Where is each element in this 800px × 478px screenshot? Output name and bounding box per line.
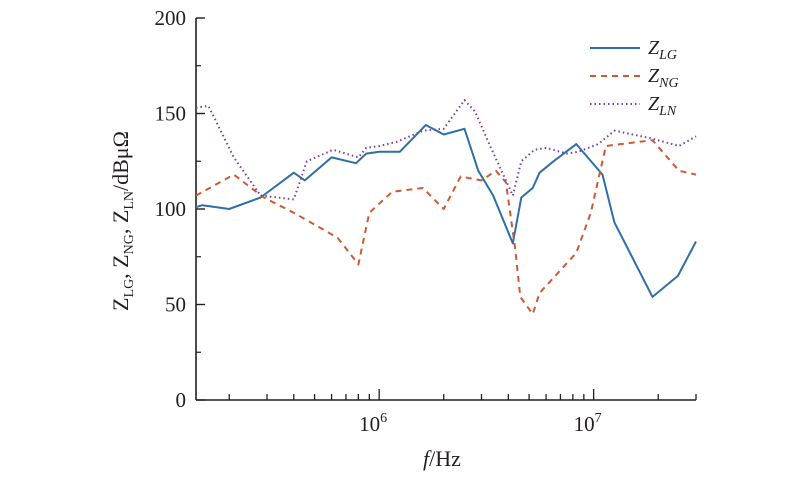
y-axis-title-part: , Z bbox=[108, 210, 133, 234]
x-axis-title: f/Hz bbox=[423, 446, 461, 471]
series-line-zlg bbox=[195, 124, 697, 298]
y-tick-label: 50 bbox=[165, 293, 186, 317]
legend-label-zlg: ZLG bbox=[648, 37, 677, 63]
y-axis-title: ZLG, ZNG, ZLN/dBμΩ bbox=[108, 131, 137, 311]
x-tick-exponent: 6 bbox=[380, 411, 387, 426]
y-tick-label: 200 bbox=[155, 6, 187, 30]
x-tick-base: 10 bbox=[359, 412, 380, 436]
y-tick-label: 100 bbox=[155, 197, 187, 221]
y-tick-label: 150 bbox=[155, 102, 187, 126]
x-tick-base: 10 bbox=[574, 412, 595, 436]
y-tick-label: 0 bbox=[176, 388, 187, 412]
series-line-zln bbox=[195, 99, 697, 201]
legend-label-sub: NG bbox=[658, 76, 678, 91]
y-axis-title-part: , Z bbox=[108, 254, 133, 278]
legend-label-zln: ZLN bbox=[648, 93, 677, 119]
series-line-zng bbox=[195, 139, 697, 316]
y-axis-title-sub: NG bbox=[122, 234, 137, 254]
y-axis-title-sub: LG bbox=[122, 279, 137, 298]
legend-label-main: Z bbox=[648, 93, 660, 115]
y-axis-title-part: Z bbox=[108, 297, 133, 310]
legend-label-sub: LN bbox=[658, 104, 677, 119]
y-axis-title-part: /dBμΩ bbox=[108, 131, 133, 191]
plot-area bbox=[195, 99, 697, 316]
legend-label-sub: LG bbox=[658, 48, 677, 63]
legend-label-main: Z bbox=[648, 65, 660, 87]
x-tick-exponent: 7 bbox=[595, 411, 602, 426]
legend-label-zng: ZNG bbox=[648, 65, 679, 91]
legend-label-main: Z bbox=[648, 37, 660, 59]
x-axis-title-unit: /Hz bbox=[429, 446, 461, 471]
x-tick-label: 106 bbox=[359, 411, 387, 436]
x-tick-label: 107 bbox=[574, 411, 602, 436]
y-axis-title-sub: LN bbox=[122, 191, 137, 210]
x-axis-title-var: f bbox=[423, 446, 432, 471]
